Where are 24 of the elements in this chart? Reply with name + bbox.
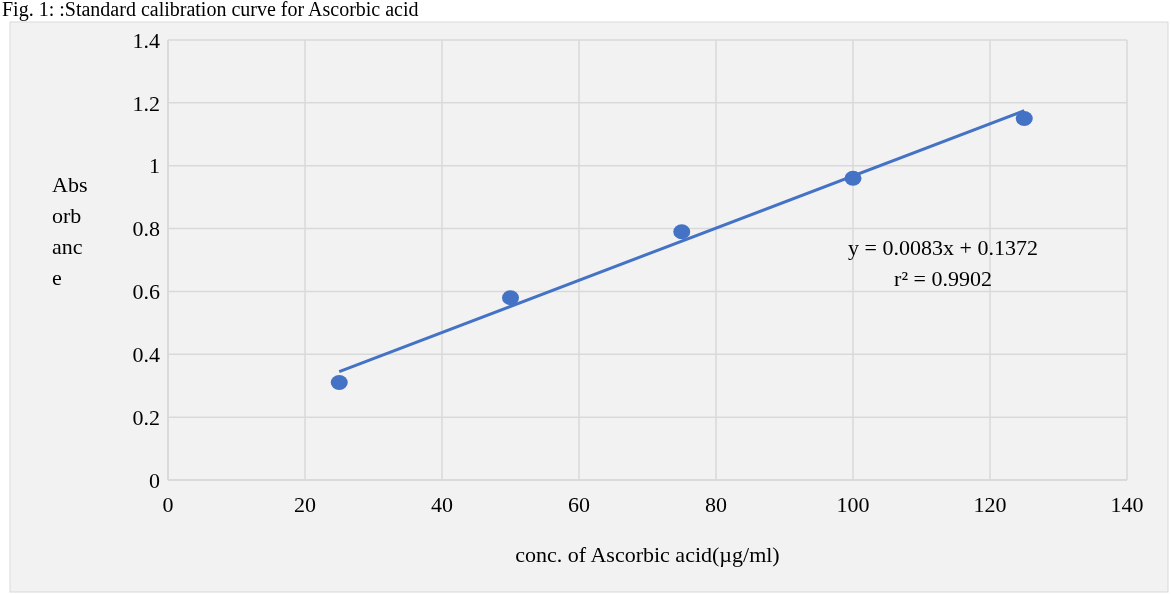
y-tick-label: 1.2 <box>132 90 160 116</box>
x-tick-label: 80 <box>705 492 727 517</box>
y-tick-label: 0.6 <box>132 279 160 305</box>
y-tick-label: 0 <box>149 467 160 493</box>
point <box>673 224 691 240</box>
point <box>502 290 519 306</box>
y-axis-title: Absorbance <box>52 172 88 290</box>
y-tick-label: 0.2 <box>132 404 160 430</box>
x-tick-label: 120 <box>973 492 1007 517</box>
x-tick-label: 100 <box>836 492 870 517</box>
annotation: y = 0.0083x + 0.1372 <box>848 235 1038 260</box>
point <box>1015 111 1033 127</box>
x-tick-label: 140 <box>1110 492 1144 517</box>
x-axis-title: conc. of Ascorbic acid(µg/ml) <box>515 542 780 567</box>
x-tick-label: 20 <box>294 492 316 517</box>
y-tick-label: 1 <box>149 153 160 179</box>
chart-title: Fig. 1: :Standard calibration curve for Ascorbic acid <box>2 0 419 21</box>
y-tick-label: 1.4 <box>132 27 160 53</box>
y-tick-label: 0.8 <box>132 216 160 242</box>
point <box>330 375 348 391</box>
y-tick-label: 0.4 <box>132 341 160 367</box>
x-tick-label: 40 <box>431 492 453 517</box>
annotation: r² = 0.9902 <box>894 266 992 291</box>
x-tick-label: 60 <box>568 492 590 517</box>
